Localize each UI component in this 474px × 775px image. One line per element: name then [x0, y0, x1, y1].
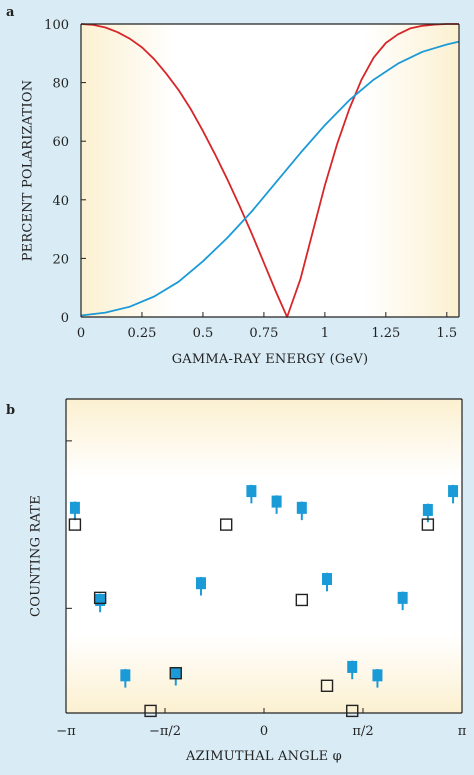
x-tick-label: −π/2 [149, 724, 181, 739]
filled-data-point [296, 501, 307, 514]
y-tick-label: 40 [52, 194, 69, 209]
x-tick-label: 0.25 [127, 326, 156, 341]
panel-a-y-tick-labels: 0 20 40 60 80 100 [44, 18, 69, 326]
x-tick-label: 1 [321, 326, 329, 341]
x-tick-label: −π [56, 724, 76, 739]
open-data-point [144, 704, 157, 718]
y-tick-label: 80 [52, 77, 69, 92]
panel-b-axes [65, 398, 463, 714]
filled-data-point [170, 667, 181, 680]
filled-data-point [271, 495, 282, 508]
filled-data-point [347, 660, 358, 673]
y-tick-label: 100 [44, 18, 69, 33]
x-tick-label: 1.5 [436, 326, 457, 341]
open-data-point [68, 518, 82, 531]
x-tick-label: 0.5 [193, 326, 214, 341]
panel-a: a 0 0.25 0.5 0.75 1 1.25 1.5 0 20 40 60 80 100 GAMM… [6, 5, 460, 367]
x-tick-label: π/2 [352, 724, 373, 739]
panel-a-x-axis-label: GAMMA-RAY ENERGY (GeV) [172, 352, 369, 367]
filled-data-point [195, 577, 206, 590]
panel-a-y-axis-label: PERCENT POLARIZATION [21, 80, 36, 262]
open-data-point [320, 679, 334, 692]
open-data-point [421, 518, 435, 531]
filled-data-point [120, 669, 131, 682]
panel-b-y-axis-label: COUNTING RATE [29, 495, 44, 617]
x-tick-label: 0 [77, 326, 85, 341]
series-blue-line [80, 40, 460, 317]
x-tick-label: 0.75 [249, 326, 278, 341]
x-tick-label: π [458, 724, 467, 739]
plot-a-background [81, 24, 459, 317]
open-data-point [219, 518, 233, 531]
x-tick-label: 0 [260, 724, 268, 739]
filled-data-point [95, 593, 106, 606]
plot-b-background [66, 399, 462, 713]
panel-a-axes [80, 23, 460, 318]
filled-data-point [322, 573, 333, 586]
open-data-point [295, 593, 309, 607]
panel-b-x-axis-label: AZIMUTHAL ANGLE φ [185, 749, 342, 764]
y-tick-label: 0 [61, 311, 69, 326]
filled-data-point [246, 485, 257, 498]
filled-data-point [422, 503, 433, 516]
panel-b-x-tick-labels: −π −π/2 0 π/2 π [56, 724, 466, 739]
y-tick-label: 20 [52, 252, 69, 267]
panel-a-label: a [6, 5, 15, 20]
panel-a-curves [80, 23, 460, 318]
series-red-line [80, 23, 459, 318]
filled-data-point [448, 485, 459, 498]
y-tick-label: 60 [52, 135, 69, 150]
panel-a-x-tick-labels: 0 0.25 0.5 0.75 1 1.25 1.5 [77, 326, 457, 341]
open-data-point [93, 591, 107, 605]
panel-b: b −π −π/2 0 π/2 π AZIMUTHAL ANGLE φ COUNTING… [6, 398, 467, 764]
panel-b-points [68, 484, 459, 718]
filled-data-point [372, 669, 383, 682]
open-data-point [169, 667, 182, 680]
filled-data-point [69, 501, 80, 514]
open-data-point [346, 704, 359, 718]
panel-b-label: b [6, 403, 15, 418]
x-tick-label: 1.25 [371, 326, 400, 341]
filled-data-point [397, 591, 408, 604]
